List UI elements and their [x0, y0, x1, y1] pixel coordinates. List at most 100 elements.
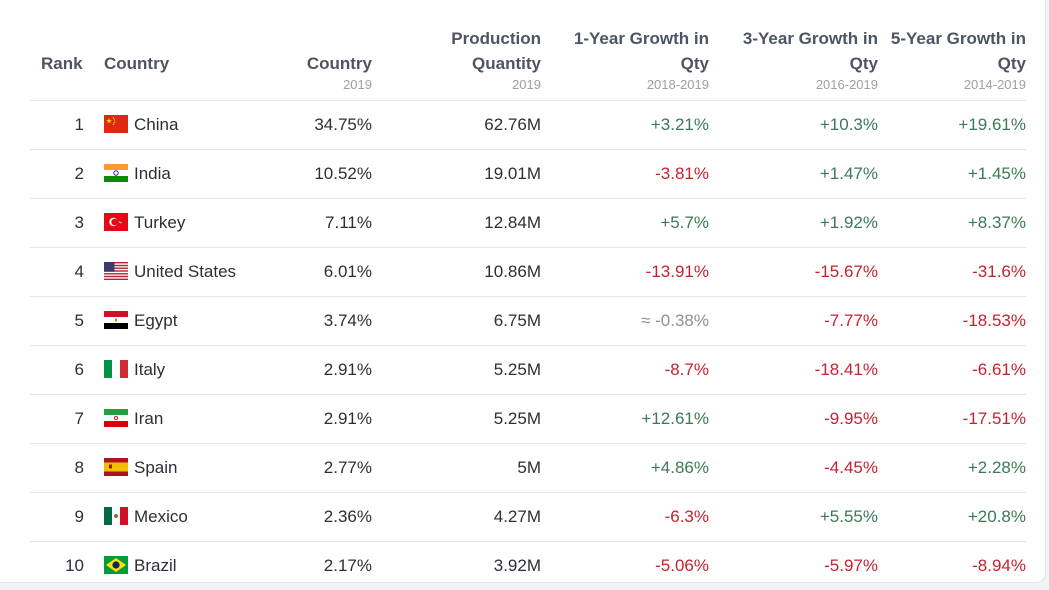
growth-3y-cell: +10.3%: [709, 101, 878, 150]
flag-turkey-icon: [104, 213, 128, 231]
share-cell: 7.11%: [247, 199, 372, 248]
country-name: China: [134, 115, 178, 134]
column-header-growth-5y[interactable]: 5-Year Growth in Qty 2014-2019: [878, 2, 1026, 101]
share-cell: 2.36%: [247, 493, 372, 542]
flag-spain-icon: [104, 458, 128, 476]
country-cell[interactable]: Brazil: [92, 542, 247, 590]
country-cell[interactable]: Italy: [92, 346, 247, 395]
flag-egypt-icon: [104, 311, 128, 329]
growth-3y-cell: +5.55%: [709, 493, 878, 542]
country-cell[interactable]: Mexico: [92, 493, 247, 542]
country-cell[interactable]: Spain: [92, 444, 247, 493]
growth-5y-cell: +8.37%: [878, 199, 1026, 248]
growth-3y-cell: -15.67%: [709, 248, 878, 297]
country-name: India: [134, 164, 171, 183]
country-cell[interactable]: China: [92, 101, 247, 150]
share-cell: 6.01%: [247, 248, 372, 297]
rank-cell: 9: [30, 493, 92, 542]
growth-3y-cell: -18.41%: [709, 346, 878, 395]
rank-cell: 1: [30, 101, 92, 150]
growth-5y-cell: +1.45%: [878, 150, 1026, 199]
flag-china-icon: [104, 115, 128, 133]
quantity-cell: 10.86M: [372, 248, 541, 297]
country-cell[interactable]: Iran: [92, 395, 247, 444]
rank-cell: 10: [30, 542, 92, 590]
share-cell: 2.17%: [247, 542, 372, 590]
column-header-share[interactable]: Country 2019: [247, 2, 372, 101]
rank-cell: 6: [30, 346, 92, 395]
growth-5y-cell: -18.53%: [878, 297, 1026, 346]
rank-cell: 8: [30, 444, 92, 493]
column-header-growth-3y[interactable]: 3-Year Growth in Qty 2016-2019: [709, 2, 878, 101]
country-name: Brazil: [134, 556, 177, 575]
country-ranking-table: Rank Country Country 2019 Production Qua…: [30, 2, 1026, 590]
flag-italy-icon: [104, 360, 128, 378]
growth-1y-cell: -13.91%: [541, 248, 709, 297]
quantity-cell: 5.25M: [372, 395, 541, 444]
quantity-cell: 12.84M: [372, 199, 541, 248]
growth-3y-cell: +1.47%: [709, 150, 878, 199]
flag-iran-icon: [104, 409, 128, 427]
quantity-cell: 6.75M: [372, 297, 541, 346]
flag-united-states-icon: [104, 262, 128, 280]
table-row[interactable]: 2 India 10.52%19.01M-3.81%+1.47%+1.45%: [30, 150, 1026, 199]
growth-3y-cell: -5.97%: [709, 542, 878, 590]
column-header-quantity[interactable]: Production Quantity 2019: [372, 2, 541, 101]
growth-3y-cell: -9.95%: [709, 395, 878, 444]
growth-3y-cell: +1.92%: [709, 199, 878, 248]
column-header-rank[interactable]: Rank: [30, 2, 92, 101]
table-header: Rank Country Country 2019 Production Qua…: [30, 2, 1026, 101]
column-header-country[interactable]: Country: [92, 2, 247, 101]
share-cell: 2.91%: [247, 346, 372, 395]
rank-cell: 7: [30, 395, 92, 444]
table-row[interactable]: 8 Spain 2.77%5M+4.86%-4.45%+2.28%: [30, 444, 1026, 493]
quantity-cell: 5.25M: [372, 346, 541, 395]
growth-5y-cell: -17.51%: [878, 395, 1026, 444]
country-name: Spain: [134, 458, 177, 477]
growth-5y-cell: -31.6%: [878, 248, 1026, 297]
growth-1y-cell: -5.06%: [541, 542, 709, 590]
rank-cell: 4: [30, 248, 92, 297]
quantity-cell: 5M: [372, 444, 541, 493]
growth-1y-cell: ≈ -0.38%: [541, 297, 709, 346]
flag-mexico-icon: [104, 507, 128, 525]
flag-india-icon: [104, 164, 128, 182]
table-row[interactable]: 4 United States 6.01%10.86M-13.91%-15.67%-…: [30, 248, 1026, 297]
growth-1y-cell: +12.61%: [541, 395, 709, 444]
growth-1y-cell: -8.7%: [541, 346, 709, 395]
country-name: Mexico: [134, 507, 188, 526]
growth-1y-cell: +3.21%: [541, 101, 709, 150]
country-cell[interactable]: India: [92, 150, 247, 199]
growth-5y-cell: -8.94%: [878, 542, 1026, 590]
growth-1y-cell: -6.3%: [541, 493, 709, 542]
quantity-cell: 19.01M: [372, 150, 541, 199]
growth-5y-cell: +2.28%: [878, 444, 1026, 493]
country-cell[interactable]: United States: [92, 248, 247, 297]
rank-cell: 2: [30, 150, 92, 199]
country-name: Iran: [134, 409, 163, 428]
country-name: United States: [134, 262, 236, 281]
country-name: Italy: [134, 360, 165, 379]
table-row[interactable]: 5 Egypt 3.74%6.75M≈ -0.38%-7.77%-18.53%: [30, 297, 1026, 346]
country-name: Egypt: [134, 311, 177, 330]
growth-1y-cell: +4.86%: [541, 444, 709, 493]
rank-cell: 5: [30, 297, 92, 346]
country-cell[interactable]: Egypt: [92, 297, 247, 346]
growth-1y-cell: -3.81%: [541, 150, 709, 199]
column-header-growth-1y[interactable]: 1-Year Growth in Qty 2018-2019: [541, 2, 709, 101]
share-cell: 2.77%: [247, 444, 372, 493]
share-cell: 10.52%: [247, 150, 372, 199]
country-name: Turkey: [134, 213, 185, 232]
growth-3y-cell: -7.77%: [709, 297, 878, 346]
growth-3y-cell: -4.45%: [709, 444, 878, 493]
share-cell: 3.74%: [247, 297, 372, 346]
country-cell[interactable]: Turkey: [92, 199, 247, 248]
